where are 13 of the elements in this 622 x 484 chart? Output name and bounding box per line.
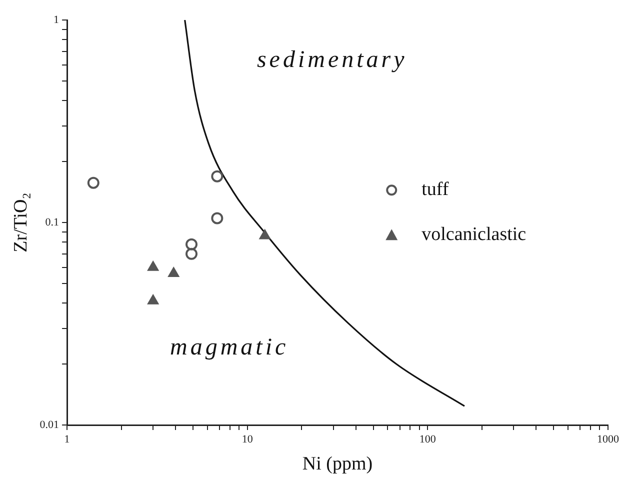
legend-label: tuff (422, 179, 450, 200)
annotation: magmatic (170, 334, 289, 360)
x-axis-title: Ni (ppm) (302, 454, 373, 475)
x-tick-label: 1000 (597, 433, 620, 446)
y-tick-label: 0.01 (40, 418, 60, 431)
y-tick-label: 1 (54, 14, 60, 26)
annotation: sedimentary (256, 46, 408, 73)
y-tick-label: 0.1 (45, 216, 60, 228)
x-tick-label: 100 (419, 433, 436, 446)
legend-label: volcaniclastic (422, 224, 526, 246)
y-axis-title: Zr/TiO₂ (10, 192, 32, 252)
x-tick-label: 10 (242, 433, 254, 446)
x-tick-label: 1 (64, 433, 70, 446)
